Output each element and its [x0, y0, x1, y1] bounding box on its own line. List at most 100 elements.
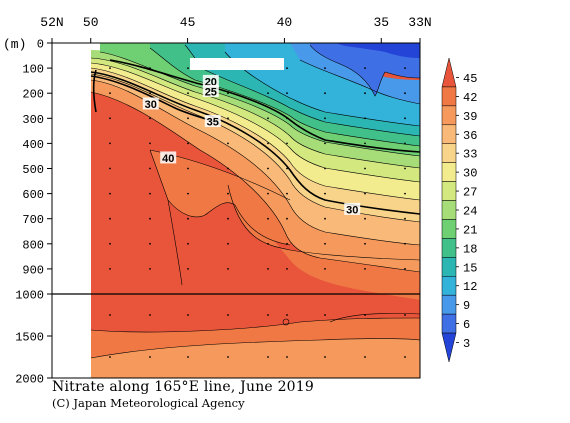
contour-label: 35: [207, 117, 219, 129]
colorbar-label: 3: [463, 337, 470, 351]
sample-dot: [267, 92, 269, 95]
y-tick-label: 700: [22, 213, 44, 227]
chart-title: Nitrate along 165°E line, June 2019: [52, 379, 314, 395]
sample-dot: [227, 117, 229, 120]
sample-dot: [267, 356, 269, 358]
sample-dot: [404, 192, 406, 195]
x-tick-label: 52N: [40, 15, 63, 30]
sample-dot: [109, 268, 111, 270]
sample-dot: [404, 117, 406, 120]
colorbar-swatch: [441, 124, 457, 144]
y-tick-label: 1500: [15, 331, 44, 345]
colorbar-swatch: [441, 257, 457, 277]
x-tick-label: 40: [277, 15, 293, 30]
sample-dot: [109, 192, 111, 195]
sample-dot: [324, 192, 326, 195]
contour-line: [90, 338, 420, 359]
y-tick-label: 500: [22, 163, 44, 177]
y-tick-label: 2000: [15, 373, 44, 387]
sample-dot: [324, 356, 326, 358]
x-tick-label: 50: [83, 15, 99, 30]
sample-dot: [187, 356, 189, 358]
sample-dot: [286, 217, 288, 220]
sample-dot: [324, 92, 326, 95]
sample-dot: [267, 192, 269, 195]
sample-dot: [149, 356, 151, 358]
sample-dot: [324, 67, 326, 69]
colorbar-label: 42: [463, 91, 477, 105]
sample-dot: [404, 217, 406, 220]
contour-ring: [282, 318, 290, 326]
sample-dot: [227, 217, 229, 220]
sample-dot: [364, 314, 366, 316]
y-tick-label: 200: [22, 88, 44, 102]
contour-line: [167, 199, 183, 286]
sample-dot: [187, 268, 189, 270]
sample-dot: [187, 117, 189, 120]
contour-label: 30: [145, 99, 157, 111]
sample-dot: [109, 242, 111, 245]
sample-dot: [404, 356, 406, 358]
sample-dot: [267, 142, 269, 145]
sample-dot: [227, 268, 229, 270]
sample-dot: [187, 142, 189, 145]
sample-dot: [267, 217, 269, 220]
contour-line: [299, 59, 420, 105]
sample-dot: [149, 92, 151, 95]
colorbar-swatch: [441, 200, 457, 220]
sample-dot: [227, 356, 229, 358]
contour-label-bg: [344, 202, 361, 215]
sample-dot: [149, 192, 151, 195]
y-tick-label: 1000: [15, 289, 44, 303]
y-tick-label: 600: [22, 188, 44, 202]
sample-dot: [227, 242, 229, 245]
plot-frame: [51, 42, 421, 379]
colorbar-label: 6: [463, 318, 470, 332]
sample-dot: [187, 314, 189, 316]
x-tick-label: 35: [373, 15, 389, 30]
y-tick-label: 100: [22, 63, 44, 77]
contour-label-bg: [204, 115, 221, 128]
contour-line: [224, 51, 420, 127]
sample-dot: [149, 117, 151, 120]
sample-dot: [109, 356, 111, 358]
y-tick-label: 400: [22, 138, 44, 152]
sample-dot: [286, 67, 288, 69]
sample-dot: [404, 92, 406, 95]
sample-dot: [364, 192, 366, 195]
colorbar-swatch: [441, 294, 457, 315]
sample-dot: [286, 92, 288, 95]
contour-lines: [90, 44, 420, 359]
contour-label-bg: [142, 97, 159, 110]
contour-line-20: [109, 59, 420, 153]
contour-label-bg: [202, 84, 219, 97]
sample-dot: [324, 142, 326, 145]
sample-dot: [149, 167, 151, 170]
sample-dot: [364, 242, 366, 245]
band-39-42-deep: [91, 185, 420, 378]
contour-label: 25: [205, 86, 217, 98]
contour-line-45: [92, 69, 97, 113]
x-tick-label: 33N: [408, 15, 431, 30]
sample-dot: [364, 92, 366, 95]
band-3-6: [310, 43, 420, 96]
contour-label-bg: [160, 151, 177, 164]
sample-dot: [187, 242, 189, 245]
chart-credit: (C) Japan Meteorological Agency: [52, 396, 245, 410]
y-tick-label: 300: [22, 113, 44, 127]
contour-label: 30: [346, 204, 358, 216]
sample-dot: [286, 167, 288, 170]
sample-dot: [286, 314, 288, 316]
sample-dot: [109, 92, 111, 95]
sample-dot: [286, 242, 288, 245]
contour-line: [227, 184, 420, 261]
contour-line: [309, 44, 420, 97]
sample-dot: [227, 314, 229, 316]
sample-dot: [364, 142, 366, 145]
sample-dot: [227, 142, 229, 145]
colorbar-swatch: [441, 219, 457, 239]
band-6-9: [290, 43, 420, 104]
contour-line: [149, 149, 291, 246]
contour-line: [90, 317, 420, 333]
colorbar-label: 33: [463, 148, 477, 162]
